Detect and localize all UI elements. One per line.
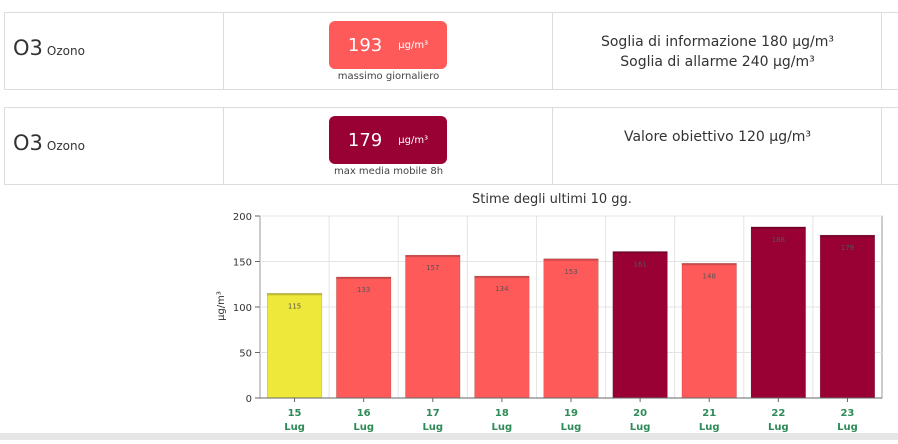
- chart-bars: 115 133 157 134 153 161 148 188 179: [267, 226, 875, 399]
- x-tick-label-day: 16: [357, 408, 371, 419]
- bar: [543, 258, 599, 399]
- value-badge: 193 µg/m³: [329, 21, 447, 69]
- y-tick-label: 0: [246, 394, 252, 405]
- pollutant-label: O3 Ozono: [13, 131, 85, 155]
- value-caption: max media mobile 8h: [333, 166, 444, 177]
- bar-value-label: 133: [357, 286, 370, 294]
- value-number: 179: [347, 129, 383, 151]
- bar-top-shade: [681, 263, 737, 266]
- x-tick-label-day: 21: [702, 408, 716, 419]
- ozone-estimates-chart: Stime degli ultimi 10 gg. µg/m³ 115 133 15…: [196, 186, 898, 440]
- threshold-info: Soglia di informazione 180 µg/m³: [600, 34, 835, 50]
- x-tick-label-day: 20: [633, 408, 647, 419]
- extra-cell: [882, 108, 898, 184]
- threshold-alarm: Soglia di allarme 240 µg/m³: [620, 54, 815, 70]
- bar-top-shade: [336, 276, 391, 279]
- pollutant-symbol: O3: [13, 131, 43, 155]
- value-cell: 193 µg/m³ massimo giornaliero: [224, 13, 553, 89]
- x-tick-label-month: Lug: [837, 422, 858, 433]
- x-tick-label-day: 23: [840, 408, 854, 419]
- y-tick-label: 100: [233, 303, 252, 314]
- x-tick-label-month: Lug: [284, 422, 305, 433]
- value-cell: 179 µg/m³ max media mobile 8h: [224, 108, 553, 184]
- chart-title: Stime degli ultimi 10 gg.: [472, 192, 632, 207]
- bar-top-shade: [543, 258, 599, 261]
- bar-value-label: 157: [426, 264, 439, 272]
- threshold-cell: Soglia di informazione 180 µg/m³ Soglia …: [553, 13, 882, 89]
- bar: [750, 226, 806, 399]
- x-tick-label-month: Lug: [630, 422, 651, 433]
- bar-top-shade: [751, 226, 806, 229]
- x-tick-label-month: Lug: [492, 422, 513, 433]
- pollutant-label: O3 Ozono: [13, 36, 85, 60]
- pollutant-cell: O3 Ozono: [5, 13, 224, 89]
- x-tick-label-day: 15: [288, 408, 302, 419]
- bar-top-shade: [267, 293, 322, 296]
- bar-value-label: 179: [841, 244, 854, 252]
- x-tick-label-day: 17: [426, 408, 440, 419]
- value-unit: µg/m³: [398, 134, 429, 146]
- pollutant-name: Ozono: [46, 139, 85, 153]
- bar-top-shade: [405, 255, 461, 258]
- x-tick-label-day: 22: [771, 408, 785, 419]
- bar: [405, 254, 461, 399]
- bar-value-label: 153: [564, 268, 577, 276]
- bar: [681, 263, 737, 399]
- y-tick-label: 200: [233, 212, 252, 223]
- pollutant-name: Ozono: [46, 44, 85, 58]
- value-caption: massimo giornaliero: [337, 71, 440, 82]
- bar: [612, 251, 668, 399]
- value-badge: 179 µg/m³: [329, 116, 447, 164]
- pollutant-row-2: O3 Ozono 179 µg/m³ max media mobile 8h Va…: [4, 107, 898, 185]
- bar: [267, 293, 323, 399]
- threshold-cell: Valore obiettivo 120 µg/m³: [553, 108, 882, 184]
- x-tick-label-month: Lug: [699, 422, 720, 433]
- x-tick-label-month: Lug: [353, 422, 374, 433]
- value-number: 193: [347, 34, 383, 56]
- bar-value-label: 188: [772, 236, 785, 244]
- threshold-target: Valore obiettivo 120 µg/m³: [623, 129, 812, 145]
- y-tick-label: 150: [233, 258, 252, 269]
- bar-top-shade: [820, 235, 875, 238]
- bar-top-shade: [612, 251, 668, 254]
- bar-top-shade: [474, 276, 530, 279]
- bar-value-label: 148: [703, 272, 716, 280]
- chart-axes: 0 50 100 150 200 15 Lug 16 Lug 17 Lug 18 Lug 19 Lug 20 L…: [233, 212, 882, 433]
- x-tick-label-day: 18: [495, 408, 509, 419]
- bar-value-label: 115: [288, 302, 301, 310]
- chart-y-axis-label: µg/m³: [216, 291, 227, 321]
- pollutant-cell: O3 Ozono: [5, 108, 224, 184]
- bottom-scroll-strip: [0, 433, 898, 440]
- pollutant-row-1: O3 Ozono 193 µg/m³ massimo giornaliero So…: [4, 12, 898, 90]
- bar: [474, 275, 530, 399]
- x-tick-label-month: Lug: [768, 422, 789, 433]
- pollutant-symbol: O3: [13, 36, 43, 60]
- y-tick-label: 50: [239, 349, 252, 360]
- extra-cell: [882, 13, 898, 89]
- x-tick-label-month: Lug: [561, 422, 582, 433]
- bar-value-label: 134: [495, 285, 509, 293]
- x-tick-label-month: Lug: [422, 422, 443, 433]
- chart-svg: Stime degli ultimi 10 gg. µg/m³ 115 133 15…: [216, 192, 883, 433]
- bar: [336, 276, 392, 399]
- bar: [819, 234, 875, 399]
- value-unit: µg/m³: [398, 39, 429, 51]
- x-tick-label-day: 19: [564, 408, 578, 419]
- bar-value-label: 161: [633, 260, 646, 268]
